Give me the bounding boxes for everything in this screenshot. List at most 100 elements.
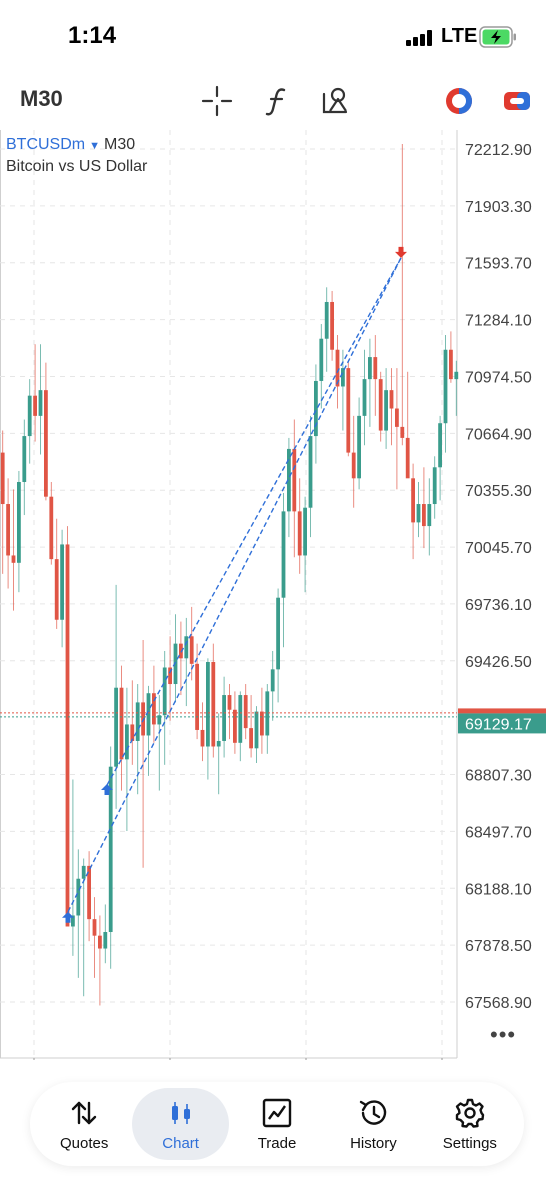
candle[interactable] — [98, 935, 102, 949]
candle[interactable] — [216, 740, 221, 747]
candle[interactable] — [81, 865, 86, 879]
candle[interactable] — [49, 496, 54, 560]
chart-canvas[interactable]: 72212.90 71903.30 71593.70 71284.10 70974.50… — [0, 130, 554, 1060]
candle[interactable] — [308, 436, 313, 508]
candle[interactable] — [287, 448, 291, 512]
candle[interactable] — [162, 667, 167, 716]
candle[interactable] — [389, 390, 394, 409]
candle[interactable] — [195, 663, 199, 730]
candle[interactable] — [449, 349, 453, 380]
candle[interactable] — [119, 687, 124, 760]
candle[interactable] — [314, 380, 318, 437]
candle[interactable] — [6, 504, 10, 556]
candle[interactable] — [319, 338, 324, 381]
candle[interactable] — [71, 915, 75, 927]
candle[interactable] — [303, 507, 307, 556]
timeframe-selector[interactable]: M30 — [20, 86, 63, 111]
candle[interactable] — [270, 669, 275, 692]
candle[interactable] — [330, 301, 334, 350]
candle[interactable] — [454, 371, 459, 380]
nav-item-settings[interactable]: Settings — [422, 1088, 518, 1160]
candle[interactable] — [17, 481, 21, 563]
candle[interactable] — [179, 643, 183, 659]
candle[interactable] — [276, 597, 280, 670]
candle[interactable] — [438, 423, 442, 468]
one-click-trading-icon[interactable] — [442, 84, 476, 118]
nav-item-trade[interactable]: Trade — [229, 1088, 325, 1160]
nav-item-history[interactable]: History — [325, 1088, 421, 1160]
trade-line[interactable] — [106, 257, 402, 786]
nav-item-quotes[interactable]: Quotes — [36, 1088, 132, 1160]
candle[interactable] — [335, 349, 340, 387]
candle[interactable] — [243, 695, 248, 729]
candle[interactable] — [27, 395, 32, 437]
candle[interactable] — [168, 667, 172, 685]
candle[interactable] — [346, 368, 351, 453]
account-switch-icon[interactable] — [500, 84, 534, 118]
candle[interactable] — [157, 715, 162, 725]
candle[interactable] — [184, 636, 189, 659]
candle[interactable] — [200, 729, 205, 747]
buy-arrow-icon[interactable] — [101, 784, 113, 796]
candle[interactable] — [206, 661, 210, 747]
indicator-function-icon[interactable] — [260, 84, 294, 118]
candle[interactable] — [260, 711, 264, 736]
candle[interactable] — [378, 379, 383, 431]
candle[interactable] — [211, 661, 216, 747]
crosshair-icon[interactable] — [200, 84, 234, 118]
candle[interactable] — [368, 357, 372, 380]
candle[interactable] — [130, 724, 135, 741]
candle[interactable] — [233, 709, 237, 743]
candle[interactable] — [22, 436, 27, 482]
candle[interactable] — [400, 426, 405, 438]
candle[interactable] — [384, 390, 388, 431]
candle[interactable] — [411, 478, 415, 523]
candle[interactable] — [173, 643, 178, 685]
candle[interactable] — [416, 504, 421, 523]
candle[interactable] — [135, 702, 140, 741]
candle[interactable] — [114, 687, 118, 767]
candle[interactable] — [108, 766, 113, 933]
candle[interactable] — [125, 724, 129, 760]
candle[interactable] — [54, 559, 59, 620]
symbol-dropdown-icon[interactable]: ▼ — [89, 140, 100, 152]
candle[interactable] — [443, 349, 448, 424]
trade-line[interactable] — [67, 257, 402, 913]
candle[interactable] — [324, 301, 329, 339]
candle[interactable] — [362, 379, 367, 416]
buy-arrow-icon[interactable] — [62, 911, 74, 923]
more-options-icon[interactable]: ••• — [490, 1022, 517, 1047]
candle[interactable] — [373, 357, 378, 380]
candle[interactable] — [265, 691, 270, 736]
price-chart[interactable]: 72212.90 71903.30 71593.70 71284.10 70974.50… — [0, 130, 554, 1060]
candle[interactable] — [405, 437, 410, 479]
candle[interactable] — [65, 544, 70, 927]
candle[interactable] — [76, 878, 81, 916]
candle[interactable] — [189, 636, 194, 664]
candle[interactable] — [146, 693, 151, 736]
candle[interactable] — [427, 504, 432, 527]
symbol-name[interactable]: BTCUSDm — [6, 136, 86, 153]
candle[interactable] — [249, 728, 253, 749]
candle[interactable] — [38, 390, 43, 416]
candle[interactable] — [103, 932, 108, 949]
candle[interactable] — [357, 415, 361, 479]
nav-item-chart[interactable]: Chart — [132, 1088, 229, 1160]
candle[interactable] — [254, 711, 259, 749]
candle[interactable] — [87, 865, 91, 920]
sell-arrow-icon[interactable] — [395, 246, 407, 258]
candle[interactable] — [60, 544, 64, 620]
candle[interactable] — [292, 448, 297, 512]
candle[interactable] — [44, 390, 48, 497]
candle[interactable] — [11, 555, 16, 563]
candle[interactable] — [351, 452, 356, 479]
candle[interactable] — [297, 511, 302, 556]
candle[interactable] — [152, 693, 156, 725]
candle[interactable] — [227, 695, 232, 710]
candle[interactable] — [422, 504, 426, 527]
candle[interactable] — [92, 919, 97, 936]
objects-icon[interactable] — [318, 84, 352, 118]
candle[interactable] — [395, 408, 399, 427]
candle[interactable] — [281, 511, 286, 598]
candle[interactable] — [222, 695, 226, 741]
